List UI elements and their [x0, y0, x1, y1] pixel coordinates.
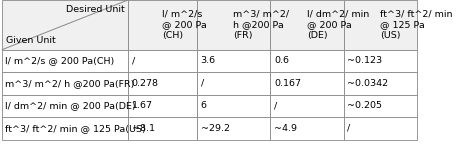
Bar	[128, 50, 197, 72]
Text: Desired Unit: Desired Unit	[66, 5, 125, 14]
Bar	[344, 50, 417, 72]
Bar	[197, 117, 270, 140]
Bar	[344, 95, 417, 117]
Bar	[128, 95, 197, 117]
Bar	[2, 95, 128, 117]
Text: 0.278: 0.278	[132, 79, 159, 88]
Bar	[197, 50, 270, 72]
Text: 6: 6	[201, 101, 207, 110]
Text: 3.6: 3.6	[201, 56, 216, 65]
Bar	[344, 72, 417, 95]
Text: /: /	[347, 124, 351, 133]
Bar	[2, 0, 128, 50]
Bar	[128, 0, 197, 50]
Text: ft^3/ ft^2/ min
@ 125 Pa
(US): ft^3/ ft^2/ min @ 125 Pa (US)	[380, 9, 453, 40]
Text: ft^3/ ft^2/ min @ 125 Pa(US): ft^3/ ft^2/ min @ 125 Pa(US)	[5, 124, 146, 133]
Text: m^3/ m^2/
h @200 Pa
(FR): m^3/ m^2/ h @200 Pa (FR)	[233, 9, 290, 40]
Text: 0.6: 0.6	[274, 56, 289, 65]
Text: 0.167: 0.167	[274, 79, 301, 88]
Text: /: /	[274, 101, 277, 110]
Bar	[2, 72, 128, 95]
Text: ~0.205: ~0.205	[347, 101, 383, 110]
Bar	[270, 0, 344, 50]
Text: /: /	[132, 56, 135, 65]
Text: ~0.0342: ~0.0342	[347, 79, 389, 88]
Text: l/ m^2/s
@ 200 Pa
(CH): l/ m^2/s @ 200 Pa (CH)	[162, 9, 207, 40]
Bar	[197, 95, 270, 117]
Text: 1.67: 1.67	[132, 101, 153, 110]
Bar	[344, 0, 417, 50]
Text: /: /	[201, 79, 204, 88]
Bar	[270, 95, 344, 117]
Text: l/ dm^2/ min @ 200 Pa(DE): l/ dm^2/ min @ 200 Pa(DE)	[5, 101, 136, 110]
Text: ~4.9: ~4.9	[274, 124, 297, 133]
Bar	[270, 50, 344, 72]
Text: l/ m^2/s @ 200 Pa(CH): l/ m^2/s @ 200 Pa(CH)	[5, 56, 114, 65]
Text: m^3/ m^2/ h @200 Pa(FR): m^3/ m^2/ h @200 Pa(FR)	[5, 79, 135, 88]
Bar	[128, 72, 197, 95]
Bar	[270, 117, 344, 140]
Text: ~8.1: ~8.1	[132, 124, 155, 133]
Bar	[197, 0, 270, 50]
Text: ~29.2: ~29.2	[201, 124, 229, 133]
Bar	[197, 72, 270, 95]
Bar	[128, 117, 197, 140]
Text: l/ dm^2/ min
@ 200 Pa
(DE): l/ dm^2/ min @ 200 Pa (DE)	[307, 9, 369, 40]
Bar	[270, 72, 344, 95]
Bar	[2, 50, 128, 72]
Bar	[2, 117, 128, 140]
Bar	[344, 117, 417, 140]
Text: ~0.123: ~0.123	[347, 56, 383, 65]
Text: Given Unit: Given Unit	[6, 36, 55, 45]
